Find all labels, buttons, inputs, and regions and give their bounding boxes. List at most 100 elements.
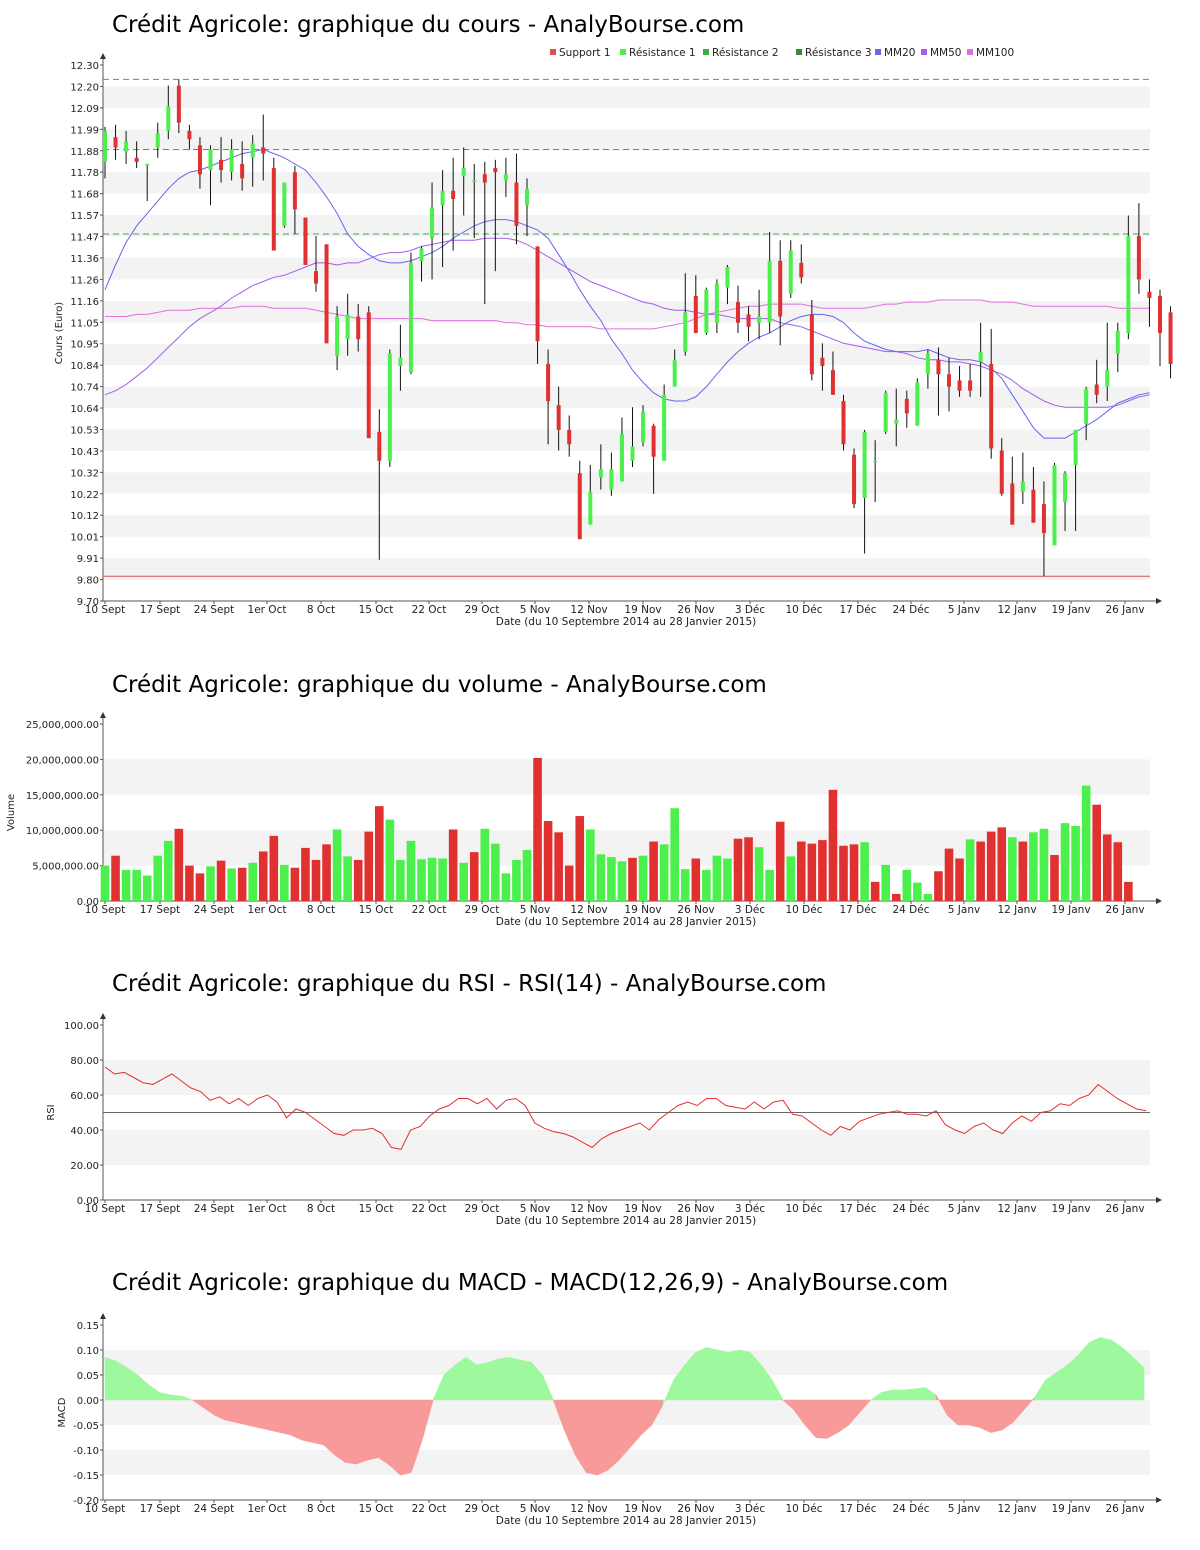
- x-axis-label: Date (du 10 Septembre 2014 au 28 Janvier…: [496, 616, 756, 628]
- volume-bar-up: [343, 856, 352, 901]
- y-tick-label: 5,000,000.00: [32, 862, 99, 873]
- price-panel: Crédit Agricole: graphique du cours - An…: [0, 0, 1200, 640]
- volume-bar-up: [617, 861, 627, 901]
- candle-up: [588, 491, 593, 525]
- x-tick-label: 24 Déc: [892, 1503, 929, 1515]
- volume-bar-up: [406, 840, 416, 901]
- x-tick-label: 5 Nov: [520, 1203, 551, 1215]
- macd-area-positive: [181, 1395, 193, 1401]
- volume-bar-down: [828, 789, 838, 901]
- volume-bar-down: [564, 865, 574, 901]
- macd-area-negative: [585, 1399, 598, 1476]
- volume-bar-down: [533, 757, 542, 901]
- x-tick-label: 19 Janv: [1051, 1503, 1090, 1515]
- macd-area-negative: [979, 1399, 992, 1433]
- macd-area-positive: [695, 1347, 707, 1401]
- volume-bar-up: [417, 859, 426, 901]
- volume-bar-up: [427, 857, 437, 901]
- legend-label: Support 1: [559, 47, 611, 59]
- candle-down: [852, 454, 857, 505]
- candle-down: [292, 172, 297, 210]
- candle-up: [757, 316, 762, 323]
- volume-bar-down: [311, 859, 321, 901]
- x-tick-label: 1er Oct: [248, 904, 287, 916]
- x-tick-label: 29 Oct: [465, 904, 500, 916]
- x-tick-label: 10 Sept: [85, 1203, 126, 1215]
- y-tick-label: 11.99: [70, 125, 99, 136]
- volume-chart-title: Crédit Agricole: graphique du volume - A…: [112, 672, 767, 698]
- x-tick-label: 17 Sept: [140, 904, 181, 916]
- candle-up: [894, 419, 899, 424]
- y-tick-label: 0.15: [77, 1321, 99, 1332]
- macd-area-negative: [378, 1399, 390, 1466]
- volume-bar-up: [132, 869, 141, 901]
- macd-area-negative: [957, 1399, 970, 1426]
- volume-bar-down: [322, 844, 331, 901]
- y-tick-label: 10,000,000.00: [26, 826, 99, 837]
- volume-bar-up: [596, 854, 606, 901]
- volume-bar-up: [765, 869, 774, 901]
- x-tick-label: 26 Nov: [677, 1203, 714, 1215]
- macd-area-positive: [706, 1347, 718, 1401]
- grid-band: [103, 429, 1150, 451]
- grid-band: [103, 515, 1150, 537]
- x-tick-label: 17 Déc: [839, 604, 876, 616]
- rsi-line: [104, 1066, 1147, 1150]
- y-tick-label: 0.10: [77, 1346, 99, 1357]
- macd-area-positive: [1034, 1378, 1046, 1401]
- x-tick-label: 17 Sept: [140, 1203, 181, 1215]
- volume-bar-down: [301, 847, 310, 901]
- x-axis-label: Date (du 10 Septembre 2014 au 28 Janvier…: [496, 1215, 756, 1227]
- macd-area-positive: [1100, 1337, 1112, 1401]
- volume-bar-down: [986, 831, 996, 901]
- x-tick-label: 12 Nov: [570, 604, 607, 616]
- candle-up: [124, 141, 129, 152]
- volume-bar-up: [670, 808, 679, 901]
- x-tick-label: 19 Janv: [1051, 1203, 1090, 1215]
- candle-down: [736, 302, 740, 323]
- volume-bar-up: [206, 866, 215, 901]
- macd-area-positive: [892, 1389, 904, 1401]
- candle-down: [957, 380, 962, 391]
- macd-area-negative: [246, 1399, 259, 1428]
- volume-bar-up: [659, 844, 669, 901]
- y-tick-label: 9.70: [77, 597, 99, 608]
- grid-band: [103, 129, 1150, 151]
- y-tick-label: 12.30: [70, 61, 99, 72]
- x-tick-label: 3 Déc: [735, 1203, 766, 1215]
- volume-bar-up: [702, 869, 711, 901]
- macd-area-negative: [607, 1399, 620, 1471]
- macd-area-negative: [399, 1399, 412, 1476]
- volume-bar-down: [691, 858, 701, 901]
- volume-bar-up: [459, 862, 468, 901]
- macd-area-positive: [487, 1358, 500, 1401]
- macd-area-positive: [509, 1357, 521, 1401]
- y-tick-label: 11.78: [70, 168, 99, 179]
- candle-up: [419, 248, 424, 261]
- candle-up: [925, 353, 930, 375]
- y-tick-label: 10.32: [70, 468, 99, 479]
- volume-bar-down: [976, 841, 985, 901]
- candle-up: [282, 182, 287, 226]
- volume-bar-down: [891, 893, 901, 901]
- macd-area-negative: [356, 1399, 368, 1465]
- volume-bar-down: [1092, 804, 1101, 901]
- macd-area-negative: [859, 1399, 872, 1414]
- macd-area-negative: [389, 1399, 401, 1476]
- volume-bar-up: [586, 829, 595, 901]
- candle-down: [989, 363, 994, 449]
- volume-bar-down: [353, 859, 363, 901]
- x-tick-label: 26 Nov: [677, 604, 714, 616]
- x-tick-label: 10 Déc: [785, 1503, 822, 1515]
- grid-band: [103, 386, 1150, 409]
- volume-bar-up: [754, 847, 764, 901]
- macd-area-negative: [804, 1399, 817, 1439]
- candle-up: [1063, 473, 1068, 503]
- volume-bar-up: [280, 864, 289, 901]
- legend-label: MM50: [930, 47, 961, 59]
- macd-area-negative: [312, 1399, 325, 1446]
- volume-bar-down: [554, 832, 563, 901]
- volume-bar-down: [575, 816, 585, 901]
- candle-up: [598, 469, 603, 478]
- y-tick-label: 10.01: [70, 533, 99, 544]
